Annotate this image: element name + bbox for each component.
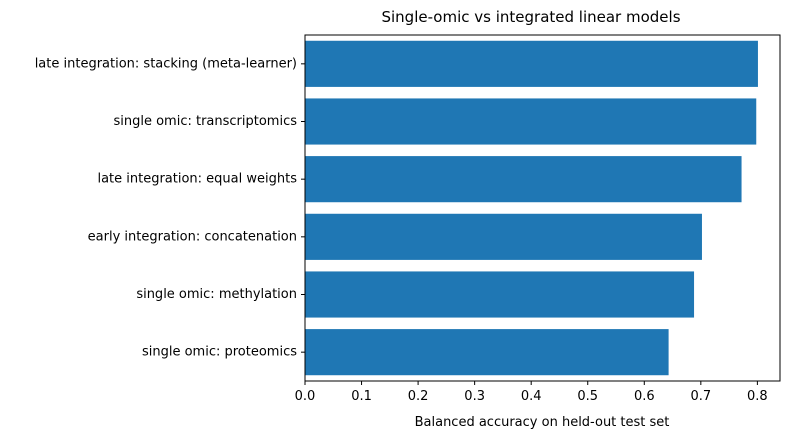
y-tick-label-5: single omic: proteomics [142,345,297,360]
y-tick-label-3: early integration: concatenation [88,229,297,244]
y-axis-ticks: late integration: stacking (meta-learner… [35,56,305,360]
bar-2 [305,156,742,203]
x-tick-label-4: 0.4 [521,389,542,404]
bar-0 [305,40,758,87]
x-axis-label: Balanced accuracy on held-out test set [415,415,670,430]
bar-5 [305,329,669,376]
bar-1 [305,98,757,145]
bar-3 [305,213,702,260]
x-tick-label-6: 0.6 [634,389,655,404]
x-axis-ticks: 0.0 0.1 0.2 0.3 0.4 0.5 0.6 0.7 0.8 [295,381,768,404]
y-tick-label-0: late integration: stacking (meta-learner… [35,56,297,71]
x-tick-label-2: 0.2 [408,389,429,404]
x-tick-label-5: 0.5 [577,389,598,404]
y-tick-label-4: single omic: methylation [136,287,297,302]
y-tick-label-2: late integration: equal weights [97,172,297,187]
x-tick-label-0: 0.0 [295,389,316,404]
plot-frame [304,34,781,382]
y-tick-label-1: single omic: transcriptomics [113,114,297,129]
chart-title: Single-omic vs integrated linear models [381,8,680,26]
x-tick-label-8: 0.8 [747,389,768,404]
bar-4 [305,271,695,318]
x-tick-label-7: 0.7 [690,389,711,404]
bars-group [305,40,758,376]
x-tick-label-1: 0.1 [351,389,372,404]
x-tick-label-3: 0.3 [464,389,485,404]
